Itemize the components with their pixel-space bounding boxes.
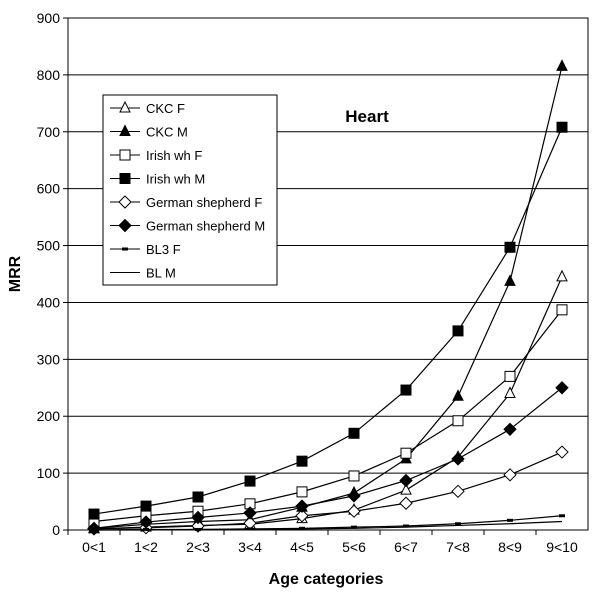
x-tick-label: 2<3 [186,539,210,555]
data-point [295,499,309,513]
y-axis-label: MRR [7,255,24,292]
legend-label: Irish wh M [146,172,205,187]
x-tick-label: 7<8 [446,539,470,555]
y-tick-label: 900 [37,10,61,26]
data-point [555,381,569,395]
legend-marker [118,218,132,233]
legend-label: German shepherd M [146,219,265,234]
data-point [556,121,568,133]
data-point [347,489,361,503]
legend-label: Irish wh F [146,148,202,163]
data-point [455,522,461,526]
series-ckc-f [88,269,568,534]
data-point [555,445,569,459]
series-irish-wh-m [88,121,568,520]
data-point [556,59,568,71]
legend-marker [118,195,132,209]
y-tick-label: 300 [37,351,61,367]
x-tick-label: 0<1 [82,539,106,555]
data-point [556,304,568,316]
x-tick-label: 4<5 [290,539,314,555]
data-point [504,370,516,382]
y-tick-label: 100 [37,465,61,481]
data-point [559,514,565,518]
legend-marker [122,247,128,251]
legend-box [102,94,278,286]
data-point [191,510,205,525]
legend-marker [119,100,131,113]
series-line [93,66,563,529]
x-tick-label: 9<10 [546,539,578,555]
series-bl-m [94,520,563,531]
data-point [140,500,152,512]
legend-marker [119,124,131,136]
data-point [451,452,465,466]
series-line [93,126,563,515]
series-line [93,276,563,530]
data-point [399,496,413,510]
y-tick-label: 200 [37,408,61,424]
legend-marker [119,173,131,184]
y-tick-label: 0 [52,522,60,538]
chart-title: Heart [345,107,389,126]
data-point [400,384,412,396]
y-tick-label: 700 [37,124,61,140]
data-point [348,470,360,482]
x-tick-label: 5<6 [342,539,366,555]
data-point [452,415,464,427]
data-point [452,325,464,337]
legend-marker [119,149,131,161]
data-point [348,427,360,439]
data-point [295,509,309,523]
data-point [403,524,409,528]
data-point [503,468,517,482]
data-point [399,473,413,488]
y-tick-label: 400 [37,294,61,310]
data-point [296,455,308,467]
y-tick-label: 800 [37,67,61,83]
legend-label: BL3 F [146,242,181,257]
legend-label: BL M [146,266,176,281]
y-tick-label: 500 [37,238,61,254]
data-point [296,486,308,498]
data-point [504,386,516,398]
series-line [93,387,563,529]
data-point [243,506,257,520]
data-point [504,241,516,253]
legend-label: CKC M [146,125,188,140]
series-line [94,520,563,531]
series-german-shepherd-m [87,381,569,536]
series-line [93,309,563,523]
data-point [244,475,256,487]
x-tick-label: 6<7 [394,539,418,555]
data-point [351,525,357,529]
data-point [452,389,464,401]
data-point [451,484,465,499]
legend-label: German shepherd F [146,195,262,210]
data-point [507,518,513,522]
data-point [504,274,516,286]
x-tick-label: 3<4 [238,539,262,555]
data-point [556,269,568,282]
series-line [93,451,563,530]
legend: CKC F CKC M Irish wh F Irish wh M German she… [102,94,278,286]
x-tick-label: 1<2 [134,539,158,555]
data-point [503,422,517,437]
series-irish-wh-f [88,304,568,527]
data-point [400,483,412,495]
data-point [192,491,204,503]
x-axis-label: Age categories [269,571,384,588]
data-point [347,504,361,518]
data-point [400,447,412,459]
legend-label: CKC F [146,101,185,116]
x-tick-label: 8<9 [498,539,522,555]
y-tick-label: 600 [37,181,61,197]
data-point [88,508,100,520]
